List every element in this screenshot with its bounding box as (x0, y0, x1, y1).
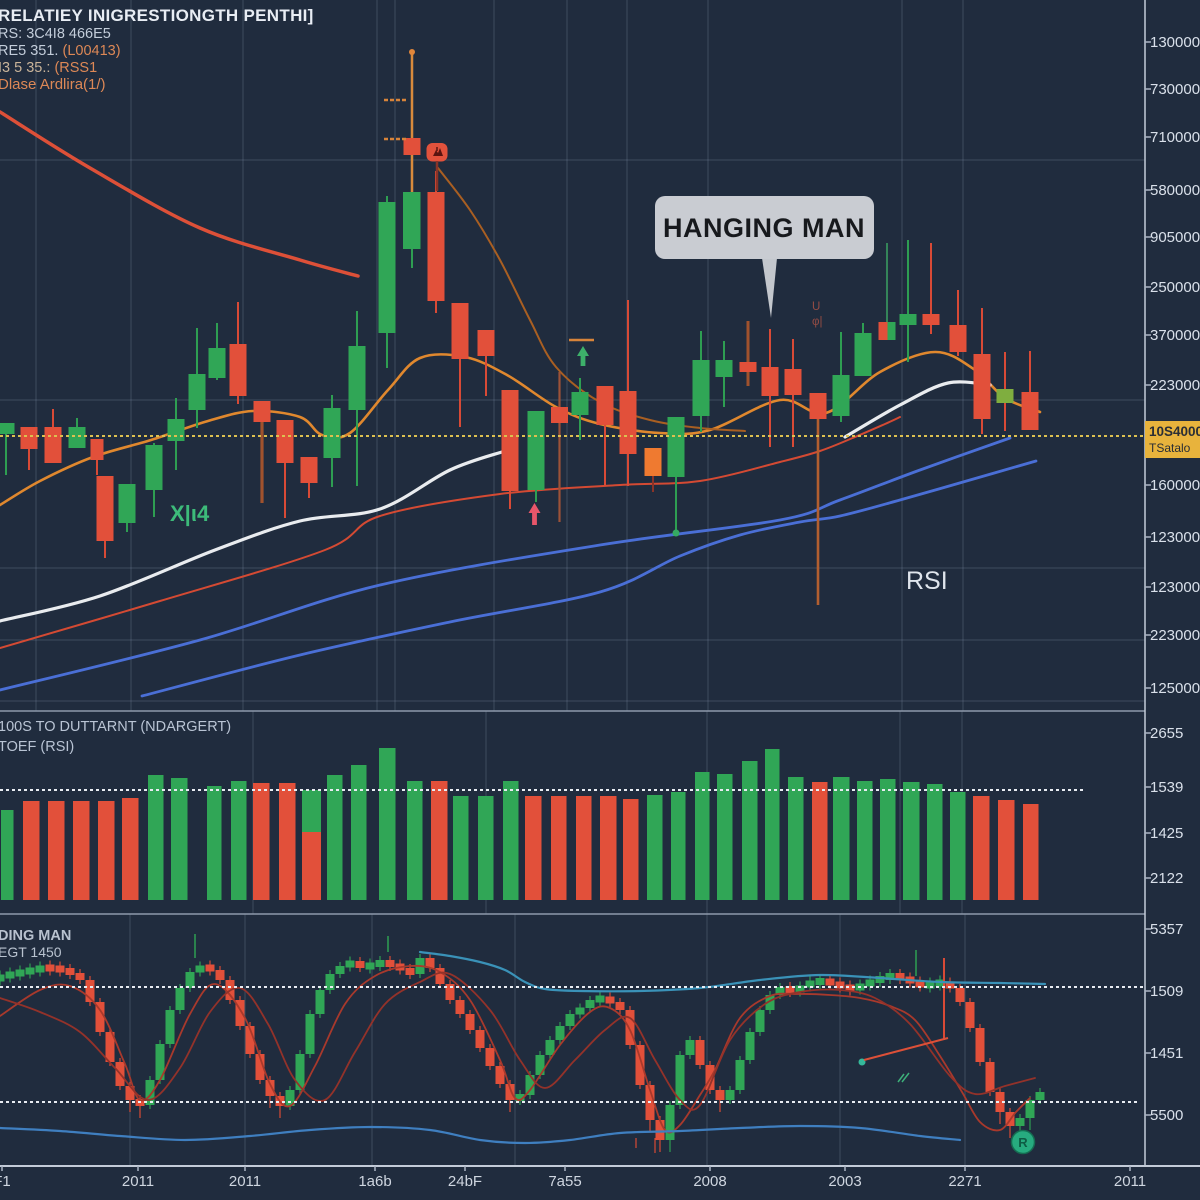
svg-text:HANGING MAN: HANGING MAN (663, 213, 865, 243)
svg-text:223000: 223000 (1150, 627, 1200, 644)
svg-text:100S TO DUTTARNT (NDARGERT): 100S TO DUTTARNT (NDARGERT) (0, 719, 231, 735)
svg-text:24bF: 24bF (448, 1173, 482, 1190)
svg-text:730000: 730000 (1150, 81, 1200, 98)
svg-text:2011: 2011 (229, 1173, 261, 1190)
svg-text:2008: 2008 (693, 1173, 726, 1190)
svg-text:370000: 370000 (1150, 327, 1200, 344)
svg-text:X|ι4: X|ι4 (170, 501, 210, 526)
svg-text:RS: 3C4I8 466E5: RS: 3C4I8 466E5 (0, 26, 111, 42)
svg-text:580000: 580000 (1150, 182, 1200, 199)
svg-text:F1: F1 (0, 1173, 11, 1190)
svg-text:TSatalo: TSatalo (1149, 441, 1191, 455)
svg-text:2655: 2655 (1150, 725, 1183, 742)
svg-text:1539: 1539 (1150, 779, 1183, 796)
svg-text:RSI: RSI (906, 567, 948, 595)
svg-text:5357: 5357 (1150, 921, 1183, 938)
svg-text:EGT 1450: EGT 1450 (0, 944, 62, 960)
svg-text:10S4000: 10S4000 (1149, 424, 1200, 439)
svg-text:DING MAN: DING MAN (0, 928, 71, 944)
svg-text:710000: 710000 (1150, 129, 1200, 146)
svg-text:U: U (812, 301, 820, 313)
svg-text:223000: 223000 (1150, 377, 1200, 394)
svg-text:R: R (1018, 1135, 1028, 1150)
svg-text:2003: 2003 (828, 1173, 861, 1190)
svg-text:2011: 2011 (1114, 1173, 1146, 1190)
svg-text:Dlase Ardlira(1/): Dlase Ardlira(1/) (0, 76, 106, 93)
svg-text:TOEF (RSI): TOEF (RSI) (0, 739, 74, 755)
svg-text:250000: 250000 (1150, 279, 1200, 296)
svg-text:1451: 1451 (1150, 1045, 1183, 1062)
svg-text:160000: 160000 (1150, 477, 1200, 494)
svg-text:φ|: φ| (812, 316, 822, 328)
svg-text:2011: 2011 (122, 1173, 154, 1190)
svg-text:RELATIEY INIGRESTIONGTH PENTHI: RELATIEY INIGRESTIONGTH PENTHI] (0, 6, 314, 25)
svg-text:5500: 5500 (1150, 1107, 1183, 1124)
svg-text:2122: 2122 (1150, 870, 1183, 887)
svg-text:1425: 1425 (1150, 825, 1183, 842)
svg-text:2271: 2271 (948, 1173, 981, 1190)
svg-text:I3 5 35.: (RSS1: I3 5 35.: (RSS1 (0, 60, 97, 76)
svg-text:125000: 125000 (1150, 680, 1200, 697)
svg-text:130000: 130000 (1150, 34, 1200, 51)
svg-text:123000: 123000 (1150, 529, 1200, 546)
svg-text:7a55: 7a55 (548, 1173, 581, 1190)
svg-text:RE5 351. (L00413): RE5 351. (L00413) (0, 43, 121, 59)
svg-text:1509: 1509 (1150, 983, 1183, 1000)
svg-text:905000: 905000 (1150, 229, 1200, 246)
svg-text:123000: 123000 (1150, 579, 1200, 596)
svg-text:1a6b: 1a6b (358, 1173, 391, 1190)
